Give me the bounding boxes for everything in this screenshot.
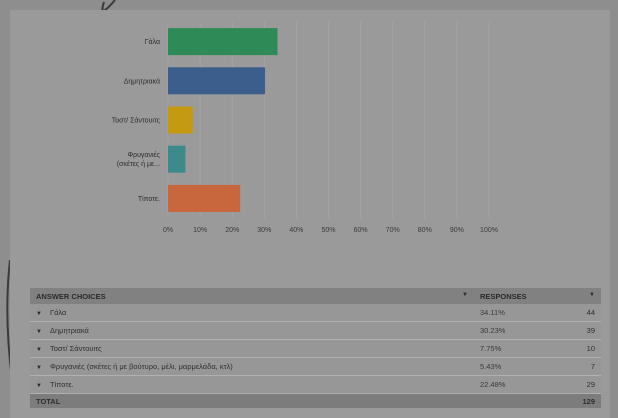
responses-header[interactable]: RESPONSES ▼	[474, 288, 601, 304]
answer-choice-label: Φρυγανιές (σκέτες ή με βούτυρο, μέλι, μα…	[49, 362, 233, 371]
answer-choices-header-label: ANSWER CHOICES	[36, 291, 106, 301]
x-tick-label: 30%	[257, 227, 271, 234]
expand-caret-icon[interactable]: ▼	[36, 347, 42, 353]
answer-choice-cell: ▼ Γάλα	[30, 304, 474, 322]
table-row[interactable]: ▼ Φρυγανιές (σκέτες ή με βούτυρο, μέλι, μ…	[30, 357, 601, 376]
answer-choice-cell: ▼ Φρυγανιές (σκέτες ή με βούτυρο, μέλι, μ…	[30, 357, 474, 376]
expand-caret-icon[interactable]: ▼	[36, 329, 42, 335]
x-tick-label: 70%	[386, 227, 400, 234]
response-percent: 5.43%	[474, 357, 551, 376]
bar	[168, 28, 278, 56]
table-row[interactable]: ▼ Τοστ/ Σάντουιτς 7.75% 10	[30, 339, 601, 358]
bar	[168, 145, 186, 173]
x-tick-label: 50%	[321, 227, 335, 234]
answer-choice-label: Τίποτε.	[49, 380, 74, 389]
x-tick-label: 90%	[450, 227, 464, 234]
table-row[interactable]: ▼ Δημητριακά 30.23% 39	[30, 321, 601, 340]
x-tick-label: 0%	[163, 227, 173, 234]
answer-choice-cell: ▼ Τίποτε.	[30, 375, 474, 394]
category-label: Γάλα	[145, 38, 160, 46]
x-tick-label: 10%	[193, 227, 207, 234]
total-label: TOTAL	[30, 393, 474, 408]
x-tick-label: 100%	[480, 227, 498, 234]
answer-choice-label: Δημητριακά	[49, 326, 89, 335]
bar	[168, 184, 241, 212]
response-count: 44	[550, 304, 601, 322]
responses-header-label: RESPONSES	[480, 291, 527, 301]
responses-table: ANSWER CHOICES ▼ RESPONSES ▼ ▼ Γάλα 34.11%…	[30, 288, 601, 408]
table-row[interactable]: ▼ Γάλα 34.11% 44	[30, 304, 601, 322]
category-label: Δημητριακά	[124, 77, 160, 85]
table-header-row: ANSWER CHOICES ▼ RESPONSES ▼	[30, 288, 601, 304]
x-tick-label: 60%	[354, 227, 368, 234]
category-label: Τίποτε.	[138, 195, 160, 203]
bar	[168, 106, 193, 134]
response-percent: 7.75%	[474, 339, 551, 358]
response-percent: 22.48%	[474, 375, 551, 394]
bar-chart: Γάλα Δημητριακά Τοστ/ Σάντουιτς Φρυγανιές (σ…	[112, 22, 498, 234]
answer-choice-label: Γάλα	[49, 308, 67, 317]
response-count: 10	[550, 339, 601, 358]
answer-choice-cell: ▼ Τοστ/ Σάντουιτς	[30, 339, 474, 358]
response-percent: 30.23%	[474, 321, 551, 340]
x-tick-label: 20%	[225, 227, 239, 234]
expand-caret-icon[interactable]: ▼	[36, 383, 42, 389]
response-count: 39	[550, 321, 601, 340]
response-percent: 34.11%	[474, 304, 551, 322]
sort-caret-icon[interactable]: ▼	[462, 291, 468, 298]
category-label: Τοστ/ Σάντουιτς	[112, 117, 161, 125]
response-count: 7	[550, 357, 601, 376]
answer-choices-header[interactable]: ANSWER CHOICES ▼	[30, 288, 474, 304]
total-count: 129	[550, 393, 601, 408]
total-percent	[474, 393, 551, 408]
sort-caret-icon[interactable]: ▼	[589, 291, 595, 298]
expand-caret-icon[interactable]: ▼	[36, 365, 42, 371]
x-tick-label: 80%	[418, 227, 432, 234]
table-row[interactable]: ▼ Τίποτε. 22.48% 29	[30, 375, 601, 394]
category-label: Φρυγανιές (σκέτες ή με...	[117, 151, 161, 168]
total-row: TOTAL 129	[30, 393, 601, 408]
answer-choice-label: Τοστ/ Σάντουιτς	[49, 344, 102, 353]
bar	[168, 67, 266, 95]
answer-choice-cell: ▼ Δημητριακά	[30, 321, 474, 340]
response-count: 29	[550, 375, 601, 394]
x-tick-label: 40%	[289, 227, 303, 234]
expand-caret-icon[interactable]: ▼	[36, 311, 42, 317]
